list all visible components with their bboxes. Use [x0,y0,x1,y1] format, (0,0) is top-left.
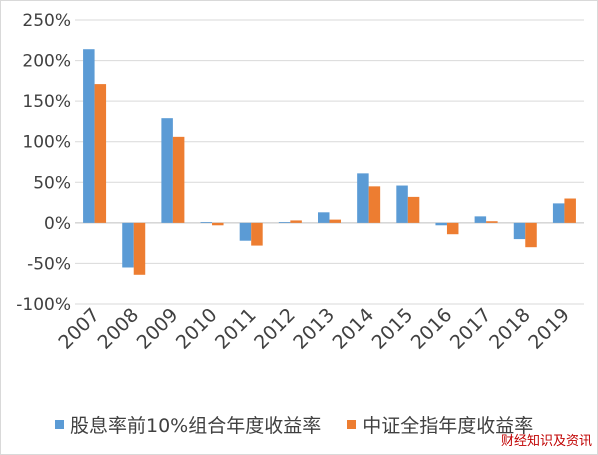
x-tick-label: 2017 [446,304,496,354]
x-tick-label: 2016 [407,304,457,354]
x-tick-label: 2015 [368,304,418,354]
bar-portfolio-2010 [200,222,213,223]
bar-index-2013 [329,219,341,223]
y-axis-ticks: -100% -50% 0% 50% 100% 150% 200% 250% [16,11,71,315]
bar-index-2017 [486,221,498,223]
legend-item-portfolio: 股息率前10%组合年度收益率 [55,411,321,438]
x-tick-label: 2009 [133,304,183,354]
y-tick-label: 0% [44,214,71,234]
bar-index-2012 [290,220,302,223]
bar-portfolio-2017 [474,216,487,223]
bar-portfolio-2014 [357,173,369,223]
bar-portfolio-2019 [552,203,565,223]
bar-portfolio-2008 [122,222,134,268]
x-tick-label: 2011 [211,304,261,354]
bar-index-2015 [407,196,420,223]
bar-index-2014 [368,186,381,223]
bar-layer [83,49,576,275]
legend-swatch-index [347,419,357,429]
bar-index-2008 [133,222,146,275]
x-tick-label: 2012 [250,304,300,354]
bar-portfolio-2016 [435,222,447,226]
legend: 股息率前10%组合年度收益率 中证全指年度收益率 [55,411,559,438]
y-tick-label: 100% [22,133,71,153]
y-tick-label: 50% [33,173,71,193]
bar-index-2011 [251,222,263,246]
watermark: 财经知识及资讯 [500,434,592,449]
bar-index-2018 [525,222,537,248]
legend-swatch-portfolio [55,419,64,429]
x-tick-label: 2013 [289,304,339,354]
bar-index-2016 [446,222,459,235]
grid-layer [75,19,584,305]
x-tick-label: 2014 [328,304,378,354]
bar-portfolio-2015 [396,185,408,223]
x-tick-label: 2008 [94,304,144,354]
x-tick-label: 2019 [524,304,574,354]
y-tick-label: -50% [27,254,71,274]
bar-index-2007 [94,84,107,223]
bar-index-2010 [212,222,224,226]
y-tick-label: 200% [22,52,71,72]
bar-portfolio-2012 [278,222,291,223]
bar-portfolio-2009 [161,118,173,223]
bar-index-2009 [172,136,185,223]
bar-portfolio-2018 [513,222,526,240]
legend-label-portfolio: 股息率前10%组合年度收益率 [70,414,322,437]
x-axis-ticks: 2007200820092010201120122013201420152016… [54,304,574,354]
bar-portfolio-2007 [83,49,95,223]
bar-index-2019 [564,198,576,223]
y-tick-label: 150% [22,92,71,112]
bar-portfolio-2011 [239,222,252,241]
y-tick-label: -100% [16,295,71,315]
legend-item-index: 中证全指年度收益率 [347,411,533,438]
legend-label-index: 中证全指年度收益率 [362,414,534,437]
x-tick-label: 2018 [485,304,535,354]
y-tick-label: 250% [22,11,71,31]
x-tick-label: 2010 [172,304,222,354]
bar-portfolio-2013 [318,212,330,223]
